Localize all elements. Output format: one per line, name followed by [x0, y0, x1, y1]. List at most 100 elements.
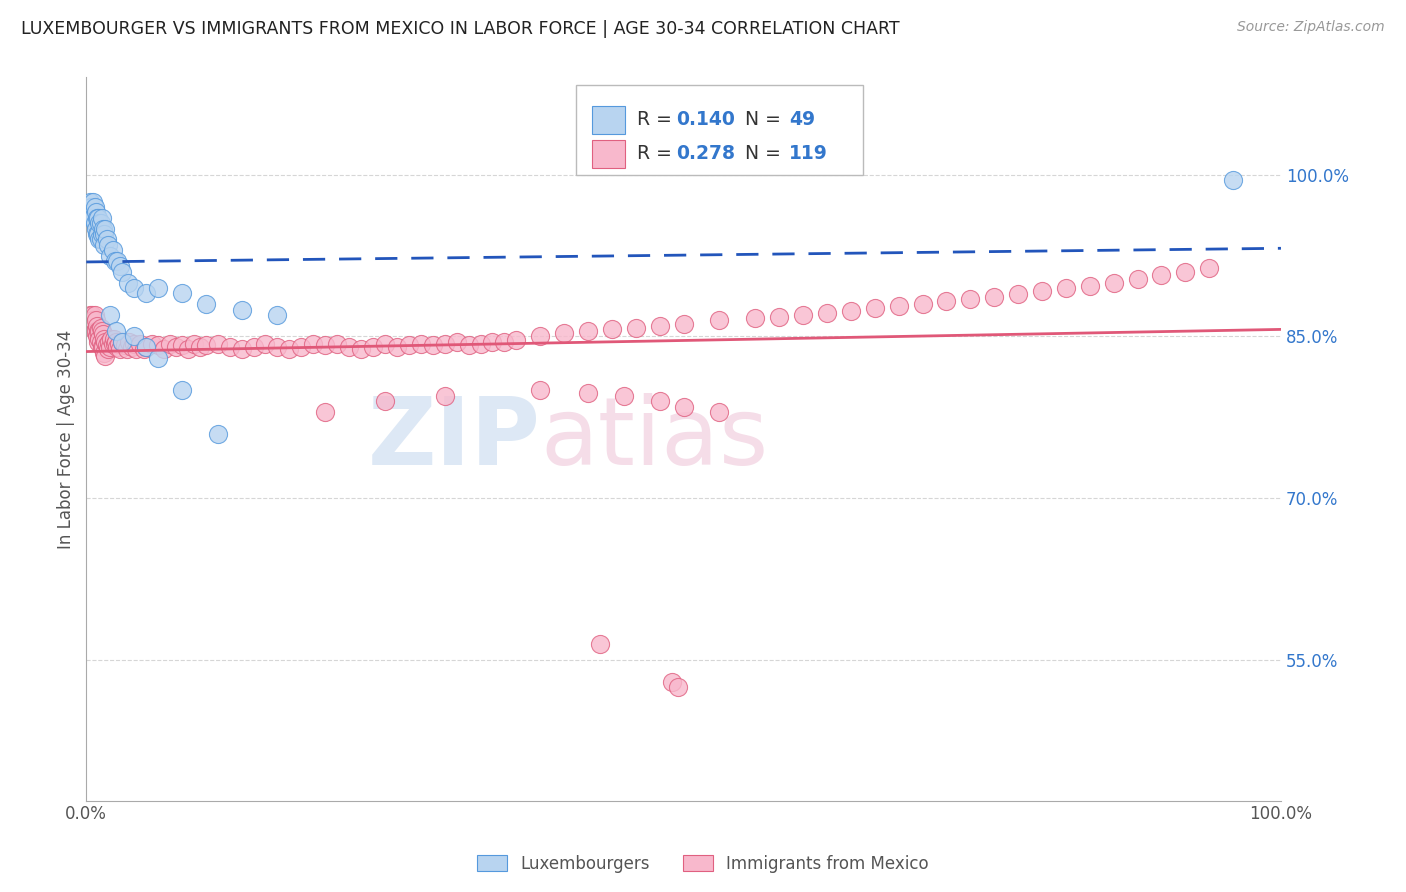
Point [1126, 272, 1149, 286]
Point [83, 200, 105, 214]
Point [91, 340, 114, 354]
Point [84, 313, 107, 327]
Point [1150, 268, 1173, 282]
Point [433, 389, 456, 403]
Point [104, 254, 127, 268]
Point [87, 211, 110, 225]
Point [79, 308, 101, 322]
Point [648, 394, 671, 409]
Point [433, 337, 456, 351]
Point [105, 254, 128, 268]
Point [529, 384, 551, 398]
Point [337, 340, 360, 354]
Point [887, 299, 910, 313]
Point [1222, 173, 1244, 187]
Point [457, 338, 479, 352]
Point [266, 308, 288, 322]
Text: ZIP: ZIP [367, 393, 540, 485]
Point [672, 400, 695, 414]
Point [661, 674, 683, 689]
Point [409, 337, 432, 351]
Point [125, 343, 148, 357]
Text: LUXEMBOURGER VS IMMIGRANTS FROM MEXICO IN LABOR FORCE | AGE 30-34 CORRELATION CH: LUXEMBOURGER VS IMMIGRANTS FROM MEXICO I… [21, 20, 900, 37]
Point [83, 216, 105, 230]
Point [959, 292, 981, 306]
Point [83, 324, 105, 338]
Point [374, 337, 396, 351]
Point [94, 221, 117, 235]
Point [82, 194, 104, 209]
Point [80, 200, 103, 214]
Point [589, 637, 612, 651]
Point [278, 343, 301, 357]
Point [82, 205, 104, 219]
Point [141, 337, 163, 351]
Point [231, 302, 253, 317]
Point [90, 232, 112, 246]
Point [87, 227, 110, 241]
Point [82, 308, 104, 322]
Point [135, 340, 157, 354]
Point [96, 338, 118, 352]
Point [624, 321, 647, 335]
Point [218, 340, 240, 354]
Point [111, 265, 134, 279]
Point [89, 216, 111, 230]
Point [177, 343, 200, 357]
Point [98, 308, 121, 322]
Point [90, 321, 112, 335]
Point [146, 338, 169, 352]
Point [122, 337, 145, 351]
Point [121, 340, 143, 354]
Point [86, 211, 108, 225]
Point [1102, 276, 1125, 290]
Point [194, 338, 217, 352]
Text: atias: atias [540, 393, 769, 485]
Point [576, 324, 599, 338]
Point [600, 322, 623, 336]
Point [80, 313, 103, 327]
Point [146, 281, 169, 295]
Point [83, 308, 105, 322]
Point [135, 340, 157, 354]
Point [159, 337, 181, 351]
Bar [592, 106, 626, 134]
Point [326, 337, 349, 351]
Point [207, 337, 229, 351]
Point [97, 343, 120, 357]
Point [153, 343, 176, 357]
Point [350, 343, 373, 357]
Point [98, 248, 121, 262]
Point [170, 286, 193, 301]
Point [118, 334, 141, 349]
Point [1007, 287, 1029, 301]
Point [242, 340, 264, 354]
Point [505, 333, 527, 347]
Bar [592, 140, 626, 168]
Point [122, 329, 145, 343]
Point [385, 340, 408, 354]
Point [1054, 281, 1077, 295]
Point [94, 349, 117, 363]
Point [82, 211, 104, 225]
Point [422, 338, 444, 352]
Point [863, 301, 886, 316]
Point [93, 345, 115, 359]
Point [82, 313, 104, 327]
Point [1031, 284, 1053, 298]
Point [132, 343, 155, 357]
Point [91, 221, 114, 235]
Text: 49: 49 [789, 110, 815, 128]
Point [105, 340, 128, 354]
Point [90, 340, 112, 354]
Point [1174, 265, 1197, 279]
Point [104, 337, 127, 351]
Point [911, 297, 934, 311]
Point [105, 334, 128, 349]
Point [114, 338, 136, 352]
Text: R =: R = [637, 144, 678, 163]
Point [86, 318, 108, 333]
Point [1198, 261, 1220, 276]
Point [648, 318, 671, 333]
Point [93, 237, 115, 252]
